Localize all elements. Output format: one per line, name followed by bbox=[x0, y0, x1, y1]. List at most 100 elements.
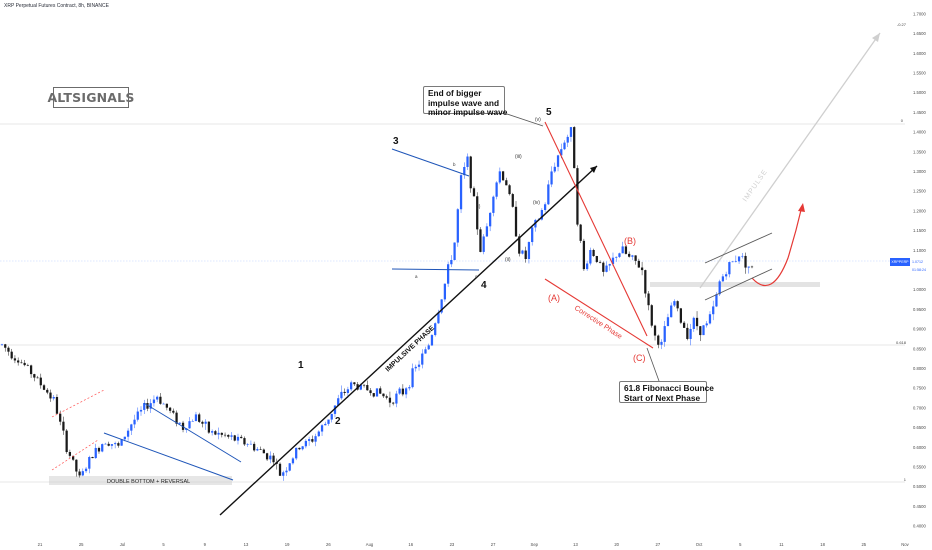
candle bbox=[114, 441, 117, 449]
candle bbox=[566, 134, 569, 148]
candle bbox=[463, 162, 466, 179]
y-tick-label-4: 1.5000 bbox=[913, 90, 926, 95]
candle bbox=[543, 202, 547, 213]
candle bbox=[243, 436, 246, 446]
candle bbox=[553, 162, 556, 173]
candle bbox=[207, 421, 211, 434]
candle bbox=[46, 388, 49, 395]
chart-header: XRP Perpetual Futures Contract, 8h, BINA… bbox=[4, 3, 109, 9]
note2-pointer bbox=[646, 347, 660, 382]
candle bbox=[233, 434, 236, 442]
candle bbox=[628, 251, 631, 258]
candle bbox=[750, 265, 754, 269]
candle bbox=[534, 218, 537, 232]
candle bbox=[278, 462, 282, 476]
note1-line3: minor impulse wave bbox=[428, 107, 508, 117]
candle bbox=[547, 180, 550, 206]
candle bbox=[382, 393, 385, 399]
candle bbox=[350, 380, 353, 392]
candle bbox=[443, 283, 447, 302]
subwave-v: (v) bbox=[535, 117, 541, 123]
candle bbox=[624, 245, 628, 255]
candle bbox=[702, 324, 705, 336]
candle bbox=[272, 452, 275, 466]
candle bbox=[159, 393, 162, 405]
candle bbox=[608, 263, 611, 271]
candle bbox=[366, 380, 369, 391]
candle bbox=[188, 417, 191, 429]
fib-1-label: 1 bbox=[904, 477, 907, 482]
candle bbox=[388, 391, 392, 408]
candle bbox=[479, 227, 482, 253]
current-price-tag: 1.0712 01:58:24 bbox=[912, 258, 932, 274]
candle bbox=[172, 408, 175, 415]
candle bbox=[301, 446, 304, 451]
candle bbox=[333, 405, 337, 418]
candle bbox=[97, 446, 101, 454]
candle bbox=[52, 394, 55, 401]
candle bbox=[602, 261, 605, 277]
candle bbox=[398, 387, 401, 395]
candle bbox=[699, 325, 702, 342]
y-tick-label-16: 0.9000 bbox=[913, 327, 926, 332]
candle bbox=[592, 248, 595, 257]
candle bbox=[495, 181, 498, 200]
candle bbox=[191, 419, 194, 422]
candle bbox=[737, 256, 741, 264]
candle bbox=[408, 384, 411, 391]
candle bbox=[110, 444, 114, 450]
x-tick-label-3: 5 bbox=[162, 542, 165, 547]
candle bbox=[524, 246, 527, 263]
candle bbox=[663, 320, 666, 347]
corrective-phase-label: Corrective Phase bbox=[573, 303, 624, 341]
wave-label-a: (A) bbox=[548, 293, 560, 303]
subwave-iv: (iv) bbox=[533, 200, 540, 206]
y-tick-label-11: 1.1500 bbox=[913, 228, 926, 233]
countdown: 01:58:24 bbox=[912, 268, 926, 272]
subwave-i: (i) bbox=[476, 204, 481, 210]
candle bbox=[65, 428, 68, 454]
candlesticks bbox=[0, 126, 754, 481]
time-axis: 21 25 Jul 5 9 13 19 26 Aug 16 23 27 Sep 13 20 27 Oct 5 11 1… bbox=[38, 542, 910, 547]
candle bbox=[686, 323, 689, 341]
candle bbox=[692, 316, 695, 332]
note1-line1: End of bigger bbox=[428, 88, 482, 98]
candle bbox=[23, 359, 26, 367]
y-tick-label-2: 1.6000 bbox=[913, 51, 926, 56]
y-tick-label-26: 0.4000 bbox=[913, 524, 926, 529]
candle bbox=[741, 252, 744, 259]
y-tick-label-18: 0.8000 bbox=[913, 366, 926, 371]
candle bbox=[644, 269, 647, 298]
candle bbox=[265, 452, 269, 462]
fib-027-label: -0.27 bbox=[897, 22, 907, 27]
candle bbox=[375, 388, 379, 397]
candle bbox=[579, 223, 582, 244]
candle bbox=[744, 252, 747, 274]
candle bbox=[417, 360, 421, 371]
candle bbox=[10, 348, 13, 360]
candle bbox=[621, 241, 624, 254]
candle bbox=[304, 439, 308, 449]
candle bbox=[498, 167, 501, 185]
candle bbox=[427, 343, 430, 350]
x-tick-label-9: 16 bbox=[408, 542, 413, 547]
price-axis: 1.7000 1.6500 1.6000 1.5500 1.5000 1.4500 1.40… bbox=[913, 11, 926, 528]
x-tick-label-20: 25 bbox=[861, 542, 866, 547]
candle bbox=[298, 447, 301, 451]
candle bbox=[485, 223, 489, 237]
candle bbox=[440, 299, 443, 315]
y-tick-label-17: 0.8500 bbox=[913, 346, 926, 351]
candle bbox=[725, 271, 728, 280]
candle bbox=[68, 449, 72, 459]
candle bbox=[353, 382, 356, 386]
wedge-lower bbox=[103, 432, 234, 481]
candle bbox=[168, 406, 172, 414]
candle bbox=[211, 429, 214, 436]
candle bbox=[598, 260, 602, 264]
subwave-ii: (ii) bbox=[505, 257, 511, 263]
trendline-arrowhead bbox=[590, 166, 597, 173]
wedge-upper bbox=[143, 402, 242, 463]
candle bbox=[369, 388, 372, 396]
candle bbox=[217, 427, 220, 440]
